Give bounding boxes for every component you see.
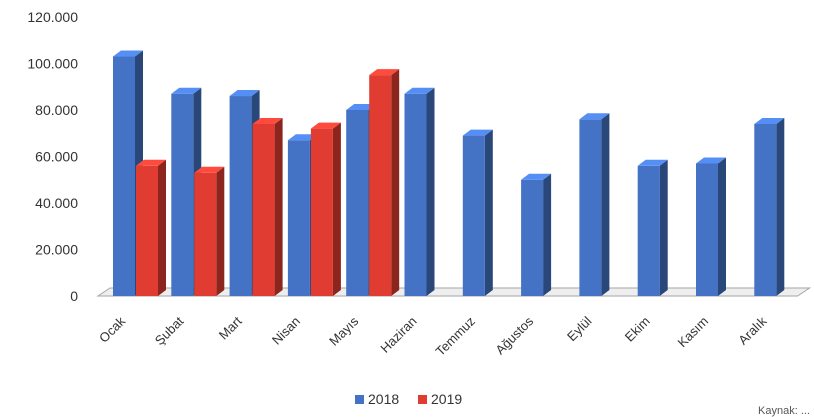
legend-item: 2018 xyxy=(355,391,399,407)
bar-top xyxy=(579,113,610,120)
y-tick-label: 60.000 xyxy=(35,149,78,165)
bar-top xyxy=(637,159,668,166)
legend-swatch xyxy=(418,395,427,404)
legend: 2018 2019 xyxy=(355,391,462,407)
x-axis: Ocak Şubat Mart Nisan Mayıs Haziran Temmuz Ağus… xyxy=(96,313,770,359)
bar-2018-Ağustos xyxy=(521,173,552,296)
bar-2018-Ekim xyxy=(637,159,668,296)
bar-side xyxy=(601,113,610,296)
bar-front xyxy=(637,165,660,296)
bar-top xyxy=(287,134,318,141)
bar-top xyxy=(113,50,143,57)
bar-2019-Mart xyxy=(252,117,283,296)
bar-top xyxy=(346,104,377,110)
x-tick-label: Mart xyxy=(216,313,245,342)
bar-top xyxy=(310,122,341,129)
x-tick-label: Nisan xyxy=(269,314,303,348)
x-tick-label: Kasım xyxy=(674,314,711,351)
bar-2019-Şubat xyxy=(194,166,225,296)
bar-2018-Temmuz xyxy=(462,129,493,296)
bar-2018-Haziran xyxy=(404,87,435,296)
bar-top xyxy=(369,69,400,76)
bar-2018-Eylül xyxy=(579,113,610,296)
x-tick-label: Mayıs xyxy=(326,313,361,348)
y-tick-label: 40.000 xyxy=(35,195,78,211)
bar-front xyxy=(310,128,333,296)
bar-2018-Aralık xyxy=(754,117,785,296)
bar-front xyxy=(287,140,310,296)
bar-side xyxy=(659,159,668,296)
legend-label: 2018 xyxy=(368,391,399,407)
bar-front xyxy=(113,56,135,297)
bar-top xyxy=(171,87,202,94)
x-tick-label: Aralık xyxy=(735,313,769,347)
y-tick-label: 0 xyxy=(70,288,78,304)
bar-top xyxy=(252,117,283,124)
bar-front xyxy=(579,119,602,296)
y-tick-label: 20.000 xyxy=(35,242,78,258)
y-tick-label: 120.000 xyxy=(27,9,78,25)
bar-front xyxy=(754,123,777,296)
bar-front xyxy=(369,75,392,296)
x-tick-label: Şubat xyxy=(152,313,187,348)
bar-side xyxy=(426,87,435,296)
bar-top xyxy=(229,90,260,97)
bar-side xyxy=(484,129,493,296)
bar-front xyxy=(462,135,485,296)
x-tick-label: Eylül xyxy=(564,313,595,344)
x-tick-label: Ocak xyxy=(96,313,128,345)
bar-side xyxy=(776,117,785,296)
legend-item: 2019 xyxy=(418,391,462,407)
bar-front xyxy=(194,172,217,296)
bar-side xyxy=(274,117,283,296)
y-tick-label: 80.000 xyxy=(35,102,78,118)
bar-front xyxy=(404,93,427,296)
bar-top xyxy=(404,87,435,94)
bar-top xyxy=(136,159,166,166)
bar-top xyxy=(696,157,726,164)
bar-2019-Mayıs xyxy=(369,69,400,296)
bar-side xyxy=(718,157,726,296)
bar-front xyxy=(696,163,718,296)
y-tick-label: 100.000 xyxy=(27,56,78,72)
bar-side xyxy=(216,166,225,296)
legend-swatch xyxy=(355,395,364,404)
bar-side xyxy=(332,122,341,296)
bar-front xyxy=(229,96,252,296)
bar-top xyxy=(754,117,785,124)
bars xyxy=(113,50,785,297)
x-tick-label: Ağustos xyxy=(492,313,536,357)
legend-label: 2019 xyxy=(431,391,462,407)
bar-top xyxy=(521,173,552,180)
bar-front xyxy=(346,110,369,296)
bar-2019-Ocak xyxy=(136,159,166,296)
bar-2018-Kasım xyxy=(696,157,726,296)
x-tick-label: Haziran xyxy=(377,314,419,356)
bar-front xyxy=(521,179,544,296)
x-tick-label: Temmuz xyxy=(433,314,478,359)
source-footnote: Kaynak: ... xyxy=(758,405,810,417)
bar-top xyxy=(462,129,493,136)
bar-2019-Nisan xyxy=(310,122,341,296)
bar-front xyxy=(136,165,158,296)
bar-front xyxy=(252,123,275,296)
bar-side xyxy=(391,69,400,296)
bar-top xyxy=(194,166,225,173)
bar-front xyxy=(171,93,194,296)
bar-side xyxy=(543,173,552,296)
bar-side xyxy=(158,159,166,296)
x-tick-label: Ekim xyxy=(622,314,653,345)
y-axis: 0 20.000 40.000 60.000 80.000 100.000 120.000 xyxy=(27,9,78,304)
